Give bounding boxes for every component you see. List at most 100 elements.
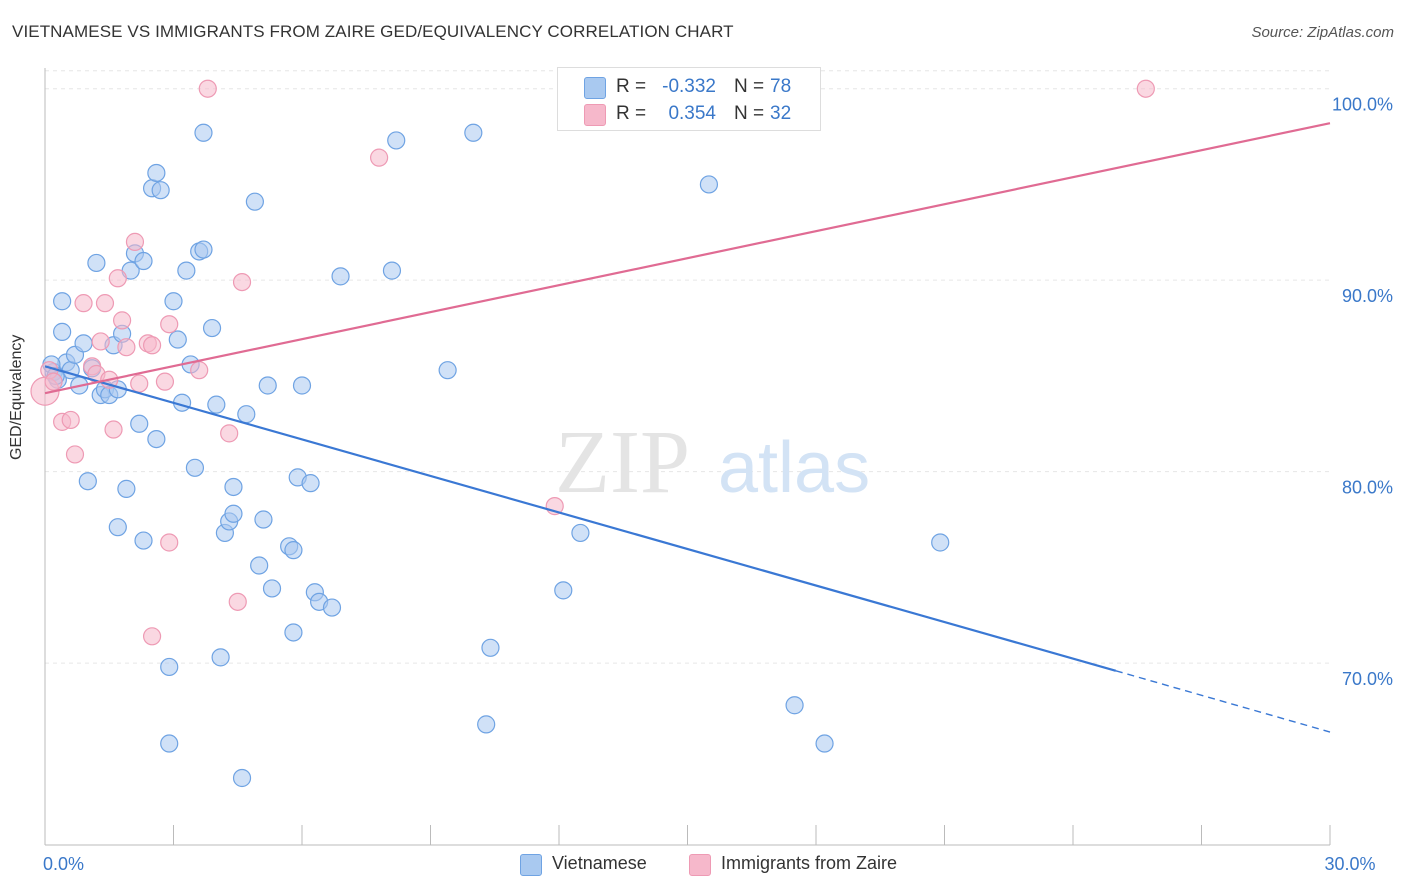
data-point-zaire (232, 272, 252, 292)
data-point-vietnamese (108, 518, 127, 537)
source-attribution: Source: ZipAtlas.com (1251, 24, 1394, 41)
chart-title: VIETNAMESE VS IMMIGRANTS FROM ZAIRE GED/… (12, 22, 734, 41)
data-point-zaire (370, 148, 389, 167)
data-point-zaire (142, 336, 162, 355)
legend: Vietnamese Immigrants from Zaire (0, 852, 1406, 878)
data-point-zaire (130, 374, 149, 393)
data-point-vietnamese (284, 541, 303, 560)
data-point-vietnamese (117, 479, 136, 498)
y-tick-label: 80.0% (1342, 478, 1393, 498)
grid-lines (45, 70, 1330, 664)
y-tick-label: 90.0% (1342, 286, 1393, 306)
data-point-vietnamese (438, 361, 457, 380)
data-point-zaire (44, 372, 63, 391)
r-label: R = (616, 103, 647, 124)
data-point-vietnamese (53, 322, 72, 341)
data-point-vietnamese (284, 623, 303, 642)
data-point-vietnamese (331, 267, 350, 286)
data-point-vietnamese (254, 510, 273, 529)
data-point-vietnamese (322, 598, 342, 617)
data-point-vietnamese (151, 181, 170, 200)
data-point-zaire (65, 445, 85, 464)
stats-row-vietnamese: R = -0.332 N = 78 (558, 74, 820, 100)
data-point-zaire (220, 424, 239, 443)
data-point-vietnamese (258, 376, 277, 395)
data-point-zaire (160, 533, 179, 552)
x-tick-label: 30.0% (1324, 854, 1375, 874)
data-point-vietnamese (185, 458, 205, 477)
data-point-vietnamese (194, 123, 213, 142)
axes (44, 68, 1331, 846)
data-point-zaire (142, 627, 162, 646)
data-point-vietnamese (262, 579, 282, 598)
data-point-zaire (91, 332, 110, 351)
data-point-vietnamese (78, 472, 97, 491)
data-point-vietnamese (147, 163, 166, 183)
data-point-vietnamese (211, 648, 230, 667)
data-point-vietnamese (554, 581, 573, 600)
data-point-vietnamese (815, 734, 834, 753)
r-value: 0.354 (668, 103, 716, 124)
data-point-zaire (112, 311, 132, 330)
trend-lines (44, 122, 1331, 733)
data-point-zaire (1136, 79, 1155, 98)
correlation-stats-box: R = -0.332 N = 78 R = 0.354 N = 32 (557, 67, 821, 131)
data-point-vietnamese (164, 292, 183, 311)
data-point-zaire (155, 372, 175, 391)
legend-swatch-vietnamese (520, 854, 542, 876)
data-point-vietnamese (477, 715, 496, 734)
data-point-vietnamese (160, 734, 179, 753)
legend-swatch-zaire (689, 854, 711, 876)
data-point-zaire (160, 315, 179, 334)
data-point-vietnamese (134, 251, 153, 271)
data-point-vietnamese (292, 376, 312, 395)
stats-swatch-zaire (584, 104, 606, 126)
data-point-vietnamese (53, 292, 72, 311)
data-point-vietnamese (87, 253, 106, 273)
data-point-zaire (228, 592, 247, 611)
data-point-vietnamese (699, 175, 719, 194)
n-value: 32 (770, 103, 792, 124)
data-point-zaire (117, 338, 136, 357)
data-point-vietnamese (224, 477, 243, 497)
data-point-vietnamese (245, 192, 264, 211)
n-label: N = (734, 103, 765, 124)
stats-row-zaire: R = 0.354 N = 32 (558, 101, 820, 127)
data-point-vietnamese (134, 531, 153, 550)
data-point-vietnamese (177, 261, 196, 280)
data-point-zaire (95, 294, 115, 313)
r-value: -0.332 (662, 76, 716, 97)
data-point-vietnamese (481, 638, 500, 657)
data-point-vietnamese (464, 123, 483, 142)
n-value: 78 (770, 76, 792, 97)
data-point-vietnamese (168, 330, 187, 349)
data-point-vietnamese (130, 414, 149, 433)
y-tick-label: 100.0% (1332, 95, 1393, 115)
legend-label: Immigrants from Zaire (721, 853, 898, 873)
trend-line-vietnamese (44, 365, 1117, 672)
data-point-zaire (74, 294, 93, 313)
data-point-vietnamese (785, 696, 804, 715)
data-point-zaire (61, 410, 80, 430)
data-point-vietnamese (147, 429, 166, 449)
data-point-vietnamese (250, 556, 269, 575)
data-point-vietnamese (931, 533, 950, 552)
r-label: R = (616, 76, 647, 97)
data-point-vietnamese (301, 474, 320, 493)
stats-swatch-vietnamese (584, 77, 606, 99)
tick-labels: 70.0% 80.0% 90.0% 100.0% 0.0% 30.0% (43, 95, 1393, 874)
data-point-vietnamese (571, 523, 590, 543)
n-label: N = (734, 76, 765, 97)
data-point-zaire (104, 420, 123, 439)
data-point-vietnamese (160, 657, 179, 677)
data-point-vietnamese (74, 334, 93, 353)
data-points (30, 79, 1155, 788)
watermark-zip: ZIP (555, 413, 690, 512)
data-point-vietnamese (237, 405, 256, 424)
trend-line-zaire (44, 122, 1331, 395)
y-tick-label: 70.0% (1342, 669, 1393, 689)
data-point-vietnamese (224, 504, 243, 523)
data-point-zaire (125, 232, 145, 251)
data-point-vietnamese (207, 395, 226, 414)
